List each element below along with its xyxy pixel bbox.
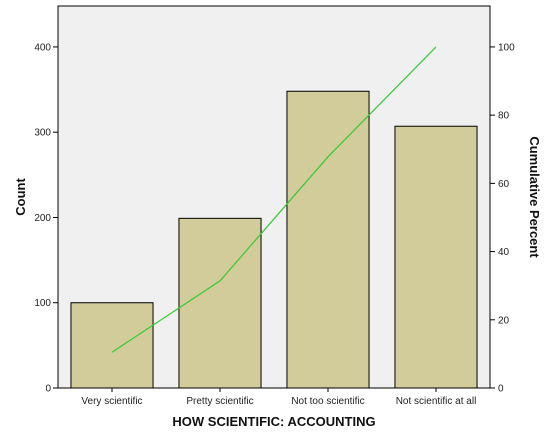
y2-tick-label-3: 60 <box>498 179 510 190</box>
x-tick-label-0: Very scientific <box>81 396 142 407</box>
bar-3 <box>394 125 478 389</box>
x-tick-label-1: Pretty scientific <box>186 396 253 407</box>
y2-tick-label-2: 40 <box>498 247 510 258</box>
right-y-axis: 0 20 40 60 80 100 <box>490 42 515 395</box>
y2-tick-label-4: 80 <box>498 111 510 122</box>
y-tick-label-1: 100 <box>34 298 51 309</box>
x-axis-title: HOW SCIENTIFIC: ACCOUNTING <box>172 414 375 429</box>
y-axis-title: Count <box>13 178 28 216</box>
bar-1 <box>178 217 262 389</box>
left-y-axis: 0 100 200 300 400 <box>34 42 58 395</box>
cumulative-percent-line <box>111 46 437 353</box>
y2-tick-label-5: 100 <box>498 42 515 53</box>
y2-tick-label-1: 20 <box>498 315 510 326</box>
y-tick-label-2: 200 <box>34 213 51 224</box>
bar-2 <box>286 90 370 389</box>
x-tick-label-2: Not too scientific <box>291 396 364 407</box>
x-tick-label-3: Not scientific at all <box>396 396 477 407</box>
y2-axis-title: Cumulative Percent <box>527 136 542 258</box>
y-tick-label-4: 400 <box>34 42 51 53</box>
y-tick-label-3: 300 <box>34 128 51 139</box>
bars-group <box>70 90 478 389</box>
y2-tick-label-0: 0 <box>498 384 504 395</box>
bar-0 <box>70 302 154 389</box>
x-axis: Very scientific Pretty scientific Not too … <box>81 388 476 407</box>
y-tick-label-0: 0 <box>45 384 51 395</box>
